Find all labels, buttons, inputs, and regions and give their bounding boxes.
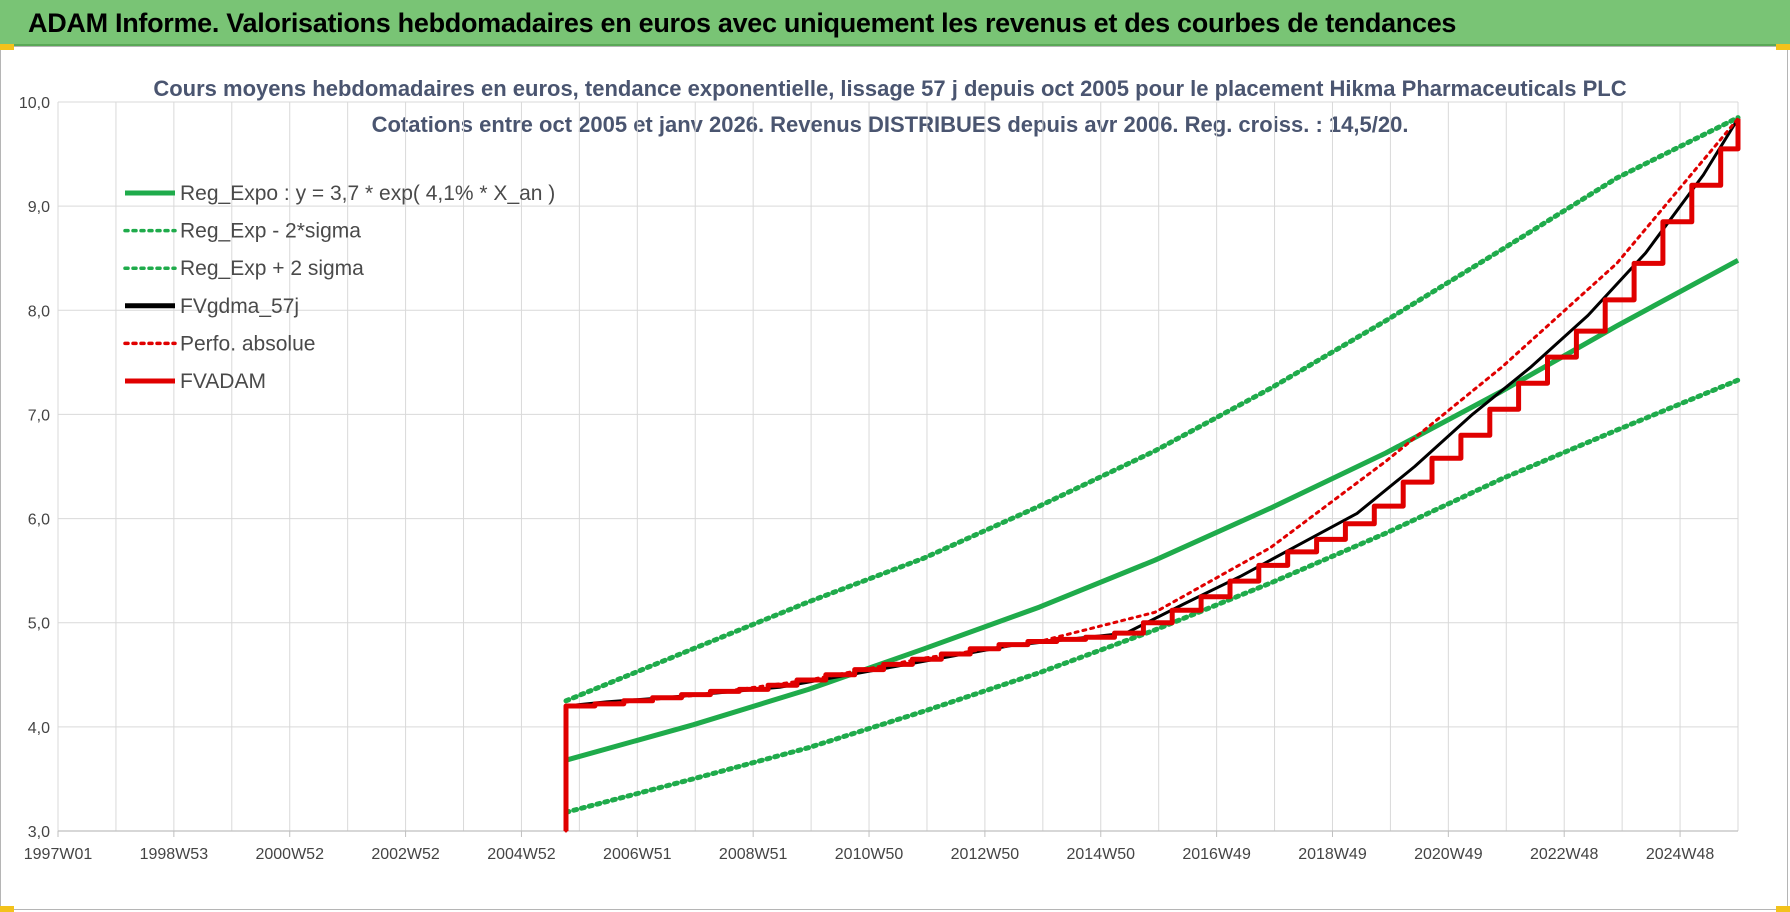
x-tick-label: 2024W48 xyxy=(1646,846,1715,863)
chart-subtitle: Cotations entre oct 2005 et janv 2026. R… xyxy=(372,112,1409,137)
chart-title: Cours moyens hebdomadaires en euros, ten… xyxy=(153,76,1626,101)
y-tick-label: 8,0 xyxy=(28,303,50,320)
x-tick-label: 2000W52 xyxy=(255,846,324,863)
series-line xyxy=(563,377,1741,815)
x-tick-label: 2022W48 xyxy=(1530,846,1599,863)
x-tick-label: 2018W49 xyxy=(1298,846,1367,863)
legend-label: FVADAM xyxy=(180,370,266,393)
grid: 3,0 4,0 5,0 6,0 7,0 8,0 9,0 10,0 1997W01 1998W53 2… xyxy=(19,95,1739,863)
x-tick-label: 2016W49 xyxy=(1182,846,1251,863)
y-tick-label: 3,0 xyxy=(28,824,50,841)
series-line xyxy=(564,117,1740,833)
x-tick-label: 2010W50 xyxy=(835,846,904,863)
corner-marker xyxy=(1776,44,1790,50)
legend-label: Reg_Exp - 2*sigma xyxy=(180,220,361,243)
x-tick-label: 2012W50 xyxy=(951,846,1020,863)
y-tick-label: 9,0 xyxy=(28,199,50,216)
series-line xyxy=(565,258,1740,763)
page-title: ADAM Informe. Valorisations hebdomadaire… xyxy=(28,8,1457,38)
y-tick-label: 10,0 xyxy=(19,95,50,112)
chart-frame xyxy=(0,46,1788,910)
x-tick-label: 2006W51 xyxy=(603,846,672,863)
legend: Reg_Expo : y = 3,7 * exp( 4,1% * X_an ) R… xyxy=(123,182,555,393)
legend-label: FVgdma_57j xyxy=(180,295,299,318)
x-tick-label: 2008W51 xyxy=(719,846,788,863)
x-tick-label: 2014W50 xyxy=(1067,846,1136,863)
header-bar: ADAM Informe. Valorisations hebdomadaire… xyxy=(0,0,1790,46)
series-line xyxy=(563,115,1741,704)
y-tick-label: 4,0 xyxy=(28,720,50,737)
series-line xyxy=(565,117,1740,708)
legend-label: Perfo. absolue xyxy=(180,332,315,355)
x-tick-label: 2002W52 xyxy=(371,846,440,863)
x-tick-label: 2020W49 xyxy=(1414,846,1483,863)
y-tick-label: 6,0 xyxy=(28,512,50,529)
legend-label: Reg_Exp + 2 sigma xyxy=(180,257,364,280)
x-tick-label: 1997W01 xyxy=(24,846,93,863)
y-tick-label: 5,0 xyxy=(28,616,50,633)
corner-marker xyxy=(0,44,14,50)
corner-marker xyxy=(1776,906,1790,912)
series-lines xyxy=(563,115,1741,833)
legend-label: Reg_Expo : y = 3,7 * exp( 4,1% * X_an ) xyxy=(180,182,555,205)
x-tick-label: 2004W52 xyxy=(487,846,556,863)
x-tick-label: 1998W53 xyxy=(140,846,209,863)
y-tick-label: 7,0 xyxy=(28,407,50,424)
series-line xyxy=(563,118,1741,831)
corner-marker xyxy=(0,906,14,912)
